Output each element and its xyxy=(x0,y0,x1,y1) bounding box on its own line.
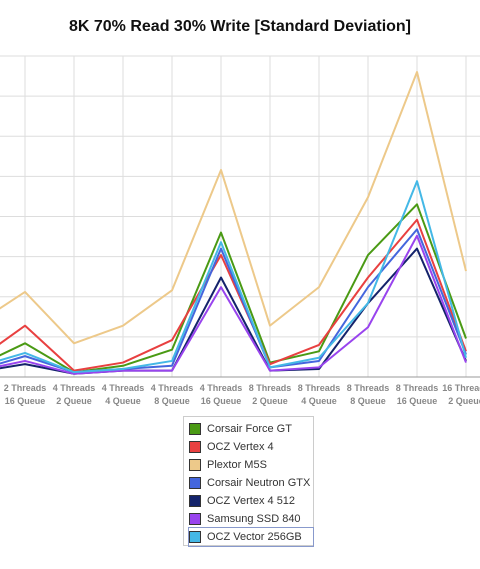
legend-swatch xyxy=(189,531,201,543)
legend-label: Samsung SSD 840 xyxy=(207,513,301,525)
x-tick-label: 8 Threads 4 Queue xyxy=(298,383,341,406)
legend-swatch xyxy=(189,441,201,453)
legend-swatch xyxy=(189,513,201,525)
grid xyxy=(0,55,480,378)
legend-label: Corsair Force GT xyxy=(207,423,292,435)
x-tick-label: 8 Threads 2 Queue xyxy=(249,383,292,406)
series-line-1 xyxy=(0,203,467,374)
legend-label: Corsair Neutron GTX xyxy=(207,477,311,489)
legend-item[interactable]: OCZ Vertex 4 512 xyxy=(189,492,313,510)
legend-item[interactable]: Corsair Neutron GTX xyxy=(189,474,313,492)
x-tick-label: 8 Threads 8 Queue xyxy=(347,383,390,406)
x-tick-label: 4 Threads 16 Queue xyxy=(200,383,243,406)
legend-item[interactable]: Corsair Force GT xyxy=(189,420,313,438)
series-line-6 xyxy=(0,234,467,375)
series-line-7 xyxy=(0,180,467,374)
x-tick-label: 4 Threads 2 Queue xyxy=(53,383,96,406)
x-tick-label: 2 Threads 16 Queue xyxy=(4,383,47,406)
legend-item[interactable]: OCZ Vector 256GB xyxy=(188,527,314,547)
chart-title: 8K 70% Read 30% Write [Standard Deviatio… xyxy=(68,18,412,35)
legend-swatch xyxy=(189,423,201,435)
legend-item[interactable]: Plextor M5S xyxy=(189,456,313,474)
legend-swatch xyxy=(189,495,201,507)
series-line-2 xyxy=(0,218,467,372)
legend-item[interactable]: OCZ Vertex 4 xyxy=(189,438,313,456)
x-tick-label: 4 Threads 4 Queue xyxy=(102,383,145,406)
legend-label: OCZ Vertex 4 xyxy=(207,441,274,453)
legend-label: OCZ Vector 256GB xyxy=(207,531,302,543)
x-tick-label: 8 Threads 16 Queue xyxy=(396,383,439,406)
legend-label: Plextor M5S xyxy=(207,459,267,471)
legend-swatch xyxy=(189,477,201,489)
legend-label: OCZ Vertex 4 512 xyxy=(207,495,296,507)
series-lines xyxy=(0,71,467,375)
x-tick-label: 4 Threads 8 Queue xyxy=(151,383,194,406)
series-line-3 xyxy=(0,71,467,345)
series-line-5 xyxy=(0,247,467,375)
legend: Corsair Force GT OCZ Vertex 4 Plextor M5S C… xyxy=(183,416,314,547)
legend-swatch xyxy=(189,459,201,471)
legend-item[interactable]: Samsung SSD 840 xyxy=(189,510,313,528)
